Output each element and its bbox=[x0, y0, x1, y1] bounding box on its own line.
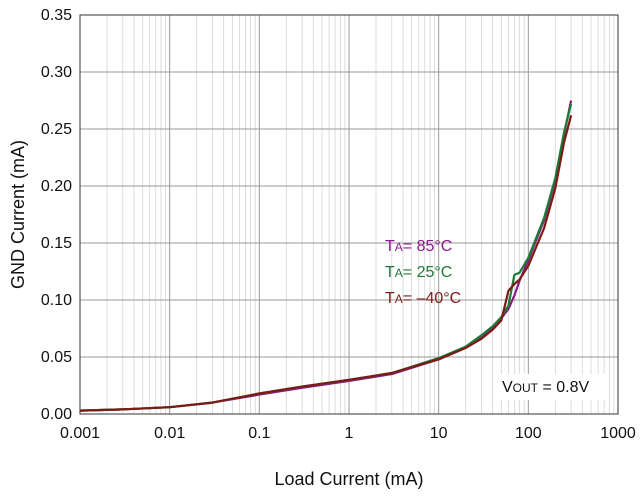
legend-suffix: = 85°C bbox=[403, 238, 453, 255]
legend-entry-0: TA= 85°C bbox=[385, 238, 452, 255]
x-tick-label: 10 bbox=[430, 425, 448, 442]
x-tick-label: 100 bbox=[515, 425, 542, 442]
y-tick-label: 0.05 bbox=[41, 349, 72, 366]
series-line-0 bbox=[79, 100, 573, 412]
y-tick-label: 0.30 bbox=[41, 64, 72, 81]
vout-annotation-background bbox=[496, 374, 606, 400]
y-tick-label: 0.20 bbox=[41, 178, 72, 195]
x-axis-title: Load Current (mA) bbox=[274, 469, 423, 489]
legend-prefix: T bbox=[385, 290, 395, 307]
minor-gridlines bbox=[106, 15, 615, 414]
x-tick-label: 0.001 bbox=[60, 425, 100, 442]
vout-subscript: OUT bbox=[513, 381, 539, 395]
vout-prefix: V bbox=[502, 379, 513, 396]
legend-subscript: A bbox=[395, 240, 403, 254]
legend: TA= 85°CTA= 25°CTA= –40°C bbox=[385, 238, 461, 307]
y-tick-label: 0.15 bbox=[41, 235, 72, 252]
series-layer bbox=[79, 100, 573, 412]
x-tick-label: 0.1 bbox=[248, 425, 270, 442]
vout-annotation-text: VOUT = 0.8V bbox=[502, 379, 589, 396]
legend-prefix: T bbox=[385, 238, 395, 255]
x-axis-ticks: 0.001 0.01 0.1 1 10 100 1000 bbox=[60, 425, 636, 442]
legend-subscript: A bbox=[395, 266, 403, 280]
series-line-1 bbox=[79, 103, 573, 412]
y-axis-ticks: 0.00 0.05 0.10 0.15 0.20 0.25 0.30 0.35 bbox=[41, 7, 72, 423]
y-axis-title: GND Current (mA) bbox=[8, 140, 28, 289]
plot-frame bbox=[79, 14, 619, 415]
legend-suffix: = –40°C bbox=[403, 290, 461, 307]
series-line-2 bbox=[79, 115, 573, 412]
x-tick-label: 0.01 bbox=[154, 425, 185, 442]
x-tick-label: 1000 bbox=[600, 425, 636, 442]
vout-suffix: = 0.8V bbox=[538, 379, 589, 396]
major-gridlines bbox=[79, 14, 619, 415]
y-tick-label: 0.10 bbox=[41, 292, 72, 309]
y-tick-label: 0.00 bbox=[41, 406, 72, 423]
legend-subscript: A bbox=[395, 292, 403, 306]
legend-suffix: = 25°C bbox=[403, 264, 453, 281]
x-tick-label: 1 bbox=[345, 425, 354, 442]
y-tick-label: 0.35 bbox=[41, 7, 72, 24]
legend-entry-1: TA= 25°C bbox=[385, 264, 452, 281]
vout-annotation: VOUT = 0.8V bbox=[496, 374, 606, 400]
legend-prefix: T bbox=[385, 264, 395, 281]
legend-entry-2: TA= –40°C bbox=[385, 290, 461, 307]
y-tick-label: 0.25 bbox=[41, 121, 72, 138]
